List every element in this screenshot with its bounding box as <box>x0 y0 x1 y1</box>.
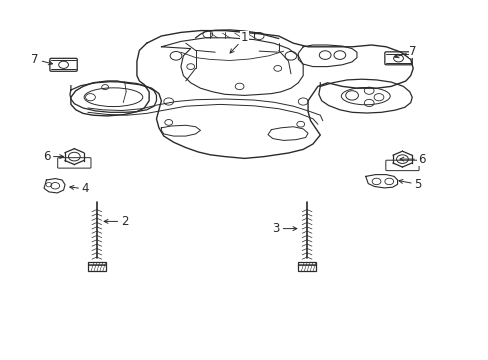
Text: 3: 3 <box>272 222 296 235</box>
Text: 4: 4 <box>70 183 89 195</box>
FancyBboxPatch shape <box>58 158 91 168</box>
FancyBboxPatch shape <box>50 58 77 71</box>
FancyBboxPatch shape <box>385 160 418 171</box>
FancyBboxPatch shape <box>88 262 105 271</box>
Text: 2: 2 <box>104 215 128 228</box>
Text: 7: 7 <box>31 53 52 66</box>
Text: 6: 6 <box>42 150 63 163</box>
Text: 1: 1 <box>229 31 248 53</box>
FancyBboxPatch shape <box>384 52 411 65</box>
Text: 7: 7 <box>394 45 416 58</box>
Text: 6: 6 <box>399 153 425 166</box>
Text: 5: 5 <box>398 178 421 191</box>
FancyBboxPatch shape <box>298 262 315 271</box>
